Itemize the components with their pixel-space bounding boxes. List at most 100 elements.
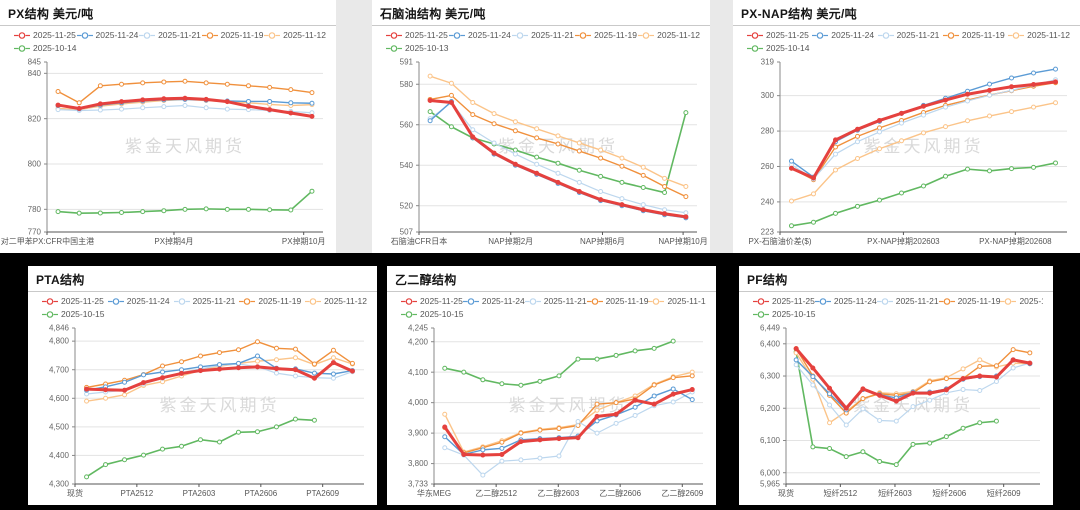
- series-point-marker: [993, 379, 999, 385]
- legend-item-label: 2025-10-15: [420, 309, 464, 319]
- legend-series-marker-icon: [938, 298, 955, 305]
- series-point-marker: [273, 357, 279, 363]
- series-point-marker: [288, 87, 294, 93]
- series-point-marker: [224, 99, 230, 105]
- series-point-marker: [1031, 81, 1037, 87]
- series-point-marker: [860, 396, 866, 402]
- series-point-marker: [640, 172, 646, 178]
- series-point-marker: [442, 365, 448, 371]
- series-point-marker: [311, 417, 317, 423]
- series-point-marker: [810, 374, 816, 380]
- series-point-marker: [555, 179, 561, 185]
- series-point-marker: [273, 366, 279, 372]
- series-point-marker: [943, 124, 949, 130]
- series-point-marker: [854, 156, 860, 162]
- series-point-marker: [480, 447, 486, 453]
- series-point-marker: [965, 98, 971, 104]
- series-point-marker: [427, 118, 433, 124]
- series-point-marker: [1053, 100, 1059, 106]
- legend-item: 2025-10-15: [401, 308, 463, 321]
- y-tick-label: 4,245: [408, 324, 429, 333]
- series-point-marker: [987, 168, 993, 174]
- series-point-marker: [267, 98, 273, 104]
- legend-series-marker-icon: [401, 298, 417, 305]
- chart-legend: 2025-11-25 2025-11-24 2025-11-21 2025-11-19…: [0, 26, 336, 55]
- legend-row: 2025-10-13: [386, 42, 700, 55]
- series-point-marker: [161, 208, 167, 214]
- series-point-marker: [788, 165, 794, 171]
- series-point-marker: [619, 155, 625, 161]
- legend-row: 2025-11-25 2025-11-24 2025-11-21 2025-11-19…: [14, 29, 326, 42]
- legend-series-marker-icon: [575, 32, 592, 39]
- series-line: [86, 418, 315, 478]
- y-tick-label: 770: [28, 228, 42, 237]
- series-point-marker: [182, 78, 188, 84]
- series-point-marker: [893, 418, 899, 424]
- series-point-marker: [793, 346, 799, 352]
- series-point-marker: [179, 370, 185, 376]
- series-point-marker: [921, 183, 926, 189]
- series-point-marker: [854, 203, 860, 209]
- series-point-marker: [965, 91, 971, 97]
- series-point-marker: [683, 214, 689, 220]
- series-point-marker: [442, 411, 448, 417]
- legend-series-marker-icon: [386, 45, 402, 52]
- series-point-marker: [910, 390, 916, 396]
- legend-series-marker-icon: [264, 32, 281, 39]
- y-tick-label: 4,300: [49, 480, 70, 489]
- y-tick-label: 520: [400, 201, 414, 210]
- series-point-marker: [470, 99, 476, 105]
- series-point-marker: [311, 370, 317, 376]
- legend-item: 2025-11-12: [305, 295, 367, 308]
- series-point-marker: [854, 133, 860, 139]
- series-point-marker: [810, 365, 816, 371]
- legend-item: 2025-11-25: [747, 29, 809, 42]
- series-point-marker: [594, 407, 600, 413]
- series-point-marker: [254, 353, 260, 359]
- x-tick-label: 现货: [778, 488, 794, 498]
- x-tick-label: PX掉期4月: [154, 236, 193, 246]
- series-point-marker: [292, 367, 298, 373]
- series-point-marker: [198, 368, 204, 374]
- x-tick-label: PX掉期10月: [282, 236, 326, 246]
- series-point-marker: [97, 210, 103, 216]
- legend-item: 2025-11-24: [814, 295, 877, 308]
- legend-series-marker-icon: [648, 298, 665, 305]
- series-line: [429, 100, 686, 219]
- series-point-marker: [245, 103, 251, 109]
- series-point-marker: [330, 371, 336, 377]
- series-point-marker: [898, 110, 904, 116]
- series-point-marker: [1053, 66, 1059, 72]
- series-point-marker: [960, 366, 966, 372]
- series-point-marker: [854, 126, 860, 132]
- series-point-marker: [575, 435, 581, 441]
- legend-series-marker-icon: [173, 298, 190, 305]
- series-point-marker: [651, 401, 657, 407]
- series-point-marker: [683, 110, 689, 116]
- legend-row: 2025-11-25 2025-11-24 2025-11-21 2025-11-19…: [42, 295, 367, 308]
- legend-item-label: 2025-11-19: [220, 30, 264, 40]
- series-point-marker: [1010, 347, 1016, 353]
- series-point-marker: [267, 84, 273, 90]
- series-point-marker: [224, 81, 230, 87]
- series-point-marker: [876, 146, 882, 152]
- series-point-marker: [179, 443, 185, 449]
- x-tick-label: PTA2609: [306, 489, 339, 498]
- legend-item-label: 2025-11-12: [283, 30, 326, 40]
- legend-item: 2025-11-12: [638, 29, 700, 42]
- legend-item-label: 2025-11-19: [605, 296, 649, 306]
- series-point-marker: [689, 397, 695, 403]
- series-point-marker: [288, 110, 294, 116]
- series-point-marker: [827, 385, 833, 391]
- legend-item-label: 2025-11-21: [158, 30, 201, 40]
- x-tick-label: 短纤2603: [878, 488, 912, 498]
- x-tick-label: 乙二醇2606: [599, 488, 641, 498]
- legend-item: 2025-11-25: [14, 29, 76, 42]
- series-point-marker: [1053, 160, 1059, 166]
- series-point-marker: [427, 97, 433, 103]
- legend-series-marker-icon: [753, 298, 769, 305]
- series-point-marker: [810, 191, 816, 197]
- series-point-marker: [556, 373, 562, 379]
